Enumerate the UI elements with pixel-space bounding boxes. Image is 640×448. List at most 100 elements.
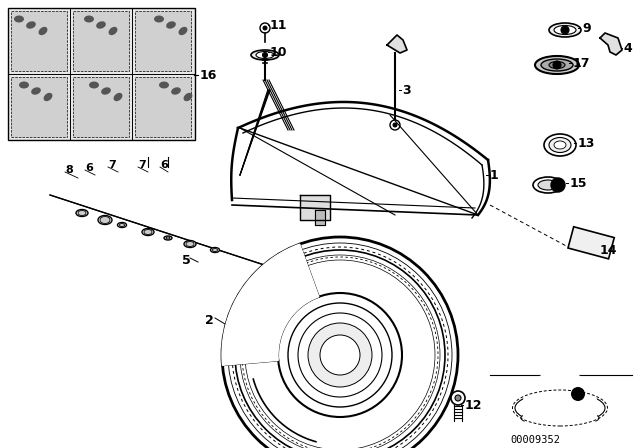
Ellipse shape [184,93,193,101]
Circle shape [222,237,458,448]
Ellipse shape [44,93,52,101]
Ellipse shape [179,27,188,35]
Polygon shape [387,35,407,53]
Ellipse shape [113,93,122,101]
Ellipse shape [100,216,110,224]
Ellipse shape [554,26,576,34]
Ellipse shape [84,16,94,22]
Text: 15: 15 [570,177,588,190]
Ellipse shape [142,228,154,236]
Circle shape [553,61,561,69]
Bar [135,11,191,71]
Ellipse shape [171,87,181,95]
Text: 2: 2 [205,314,214,327]
Polygon shape [315,210,325,225]
Bar [11,77,67,137]
Ellipse shape [544,134,576,156]
Ellipse shape [251,50,279,60]
Ellipse shape [96,22,106,29]
Ellipse shape [212,249,218,251]
Circle shape [320,335,360,375]
Ellipse shape [211,247,220,253]
Ellipse shape [554,141,566,149]
Ellipse shape [533,177,563,193]
Circle shape [390,120,400,130]
Text: 7: 7 [108,160,116,170]
Bar [11,11,67,71]
Circle shape [551,178,565,192]
Polygon shape [600,33,622,55]
Ellipse shape [581,414,599,422]
Circle shape [278,293,402,417]
Ellipse shape [515,392,605,424]
Polygon shape [300,195,330,220]
Text: 8: 8 [65,165,73,175]
Ellipse shape [166,237,170,239]
Ellipse shape [549,61,565,69]
Ellipse shape [14,16,24,22]
Circle shape [393,123,397,127]
Ellipse shape [98,215,112,224]
Ellipse shape [76,210,88,216]
Ellipse shape [78,211,86,215]
Ellipse shape [26,22,36,29]
Text: 00009352: 00009352 [510,435,560,445]
Circle shape [291,271,299,279]
Text: 17: 17 [573,56,591,69]
Text: 10: 10 [270,46,287,59]
Bar [568,227,614,259]
Ellipse shape [144,229,152,234]
Bar [73,11,129,71]
Ellipse shape [120,224,125,227]
Bar [73,77,129,137]
Ellipse shape [38,27,47,35]
Polygon shape [222,244,319,365]
Circle shape [263,26,267,30]
Ellipse shape [19,82,29,89]
Ellipse shape [538,180,558,190]
Ellipse shape [549,23,581,37]
Text: 9: 9 [582,22,591,34]
Circle shape [451,391,465,405]
Ellipse shape [159,82,169,89]
Circle shape [455,395,461,401]
Ellipse shape [101,87,111,95]
Ellipse shape [549,138,571,152]
Ellipse shape [109,27,118,35]
Text: 1: 1 [490,168,499,181]
Text: 4: 4 [623,42,632,55]
Circle shape [260,23,270,33]
Ellipse shape [256,52,274,59]
Ellipse shape [118,223,127,228]
Text: 6: 6 [160,160,168,170]
Text: 6: 6 [85,163,93,173]
Ellipse shape [166,22,176,29]
Circle shape [574,390,582,398]
Ellipse shape [89,82,99,89]
Text: 12: 12 [465,399,483,412]
Circle shape [571,387,585,401]
Ellipse shape [154,16,164,22]
Text: 16: 16 [200,69,218,82]
Ellipse shape [541,59,573,71]
Ellipse shape [535,56,579,74]
Ellipse shape [540,389,590,407]
Circle shape [308,323,372,387]
Bar [8,8,195,140]
Circle shape [262,52,268,57]
Ellipse shape [164,236,172,240]
Text: 3: 3 [402,83,411,96]
Ellipse shape [186,241,194,246]
Ellipse shape [31,87,41,95]
Text: 5: 5 [182,254,191,267]
Text: 11: 11 [270,18,287,31]
Bar [135,77,191,137]
Circle shape [522,370,598,446]
Circle shape [287,267,303,283]
Text: 14: 14 [600,244,618,257]
Text: 13: 13 [578,137,595,150]
Ellipse shape [521,414,539,422]
Text: 7: 7 [138,160,146,170]
Circle shape [561,26,569,34]
Ellipse shape [184,241,196,247]
